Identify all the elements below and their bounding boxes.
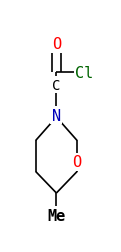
Text: C: C — [52, 79, 61, 92]
Text: N: N — [52, 108, 61, 123]
Text: Me: Me — [47, 208, 65, 223]
Text: O: O — [52, 37, 61, 52]
Text: Cl: Cl — [75, 66, 94, 80]
Text: O: O — [72, 155, 82, 170]
